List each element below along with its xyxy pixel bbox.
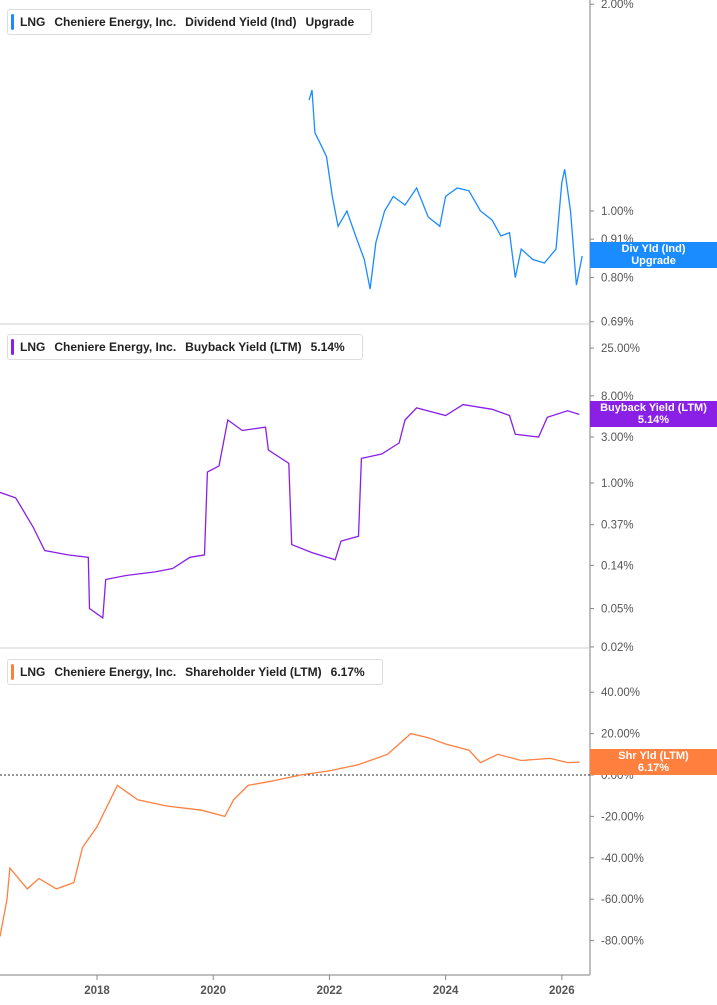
y-tick-label: -20.00% — [601, 811, 644, 823]
value-tag-shareholder: Shr Yld (LTM) 6.17% — [590, 749, 717, 775]
x-tick-label: 2026 — [549, 985, 575, 997]
y-tick-label: 40.00% — [601, 687, 640, 699]
y-tick-label: 0.80% — [601, 273, 634, 285]
x-tick-label: 2018 — [84, 985, 110, 997]
legend-ticker: LNG — [20, 15, 46, 29]
y-tick-label: 2.00% — [601, 0, 634, 11]
y-tick-label: 0.05% — [601, 604, 634, 616]
y-tick-label: 1.00% — [601, 206, 634, 218]
legend-metric: Dividend Yield (Ind) — [185, 15, 297, 29]
y-tick-label: 0.14% — [601, 560, 634, 572]
tag-line: Div Yld (Ind) — [621, 243, 686, 255]
legend-value: 6.17% — [330, 665, 365, 679]
legend-value[interactable]: Upgrade — [305, 15, 355, 29]
y-tick-label: 0.69% — [601, 317, 634, 329]
y-tick-label: 0.37% — [601, 520, 634, 532]
legend-company: Cheniere Energy, Inc. — [54, 15, 177, 29]
x-tick-label: 2020 — [200, 985, 226, 997]
y-tick-label: -60.00% — [601, 894, 644, 906]
y-tick-label: 25.00% — [601, 343, 640, 355]
y-tick-label: 20.00% — [601, 729, 640, 741]
legend-ticker: LNG — [20, 665, 46, 679]
legend-metric: Shareholder Yield (LTM) — [185, 665, 322, 679]
y-tick-label: -80.00% — [601, 936, 644, 948]
tag-line: 6.17% — [637, 762, 670, 774]
legend-dividend-yield: LNG Cheniere Energy, Inc. Dividend Yield (… — [7, 9, 373, 35]
legend-value: 5.14% — [310, 340, 345, 354]
y-tick-label: 1.00% — [601, 478, 634, 490]
y-tick-label: 0.02% — [601, 642, 634, 654]
y-tick-label: 8.00% — [601, 391, 634, 403]
legend-buyback-yield: LNG Cheniere Energy, Inc. Buyback Yield (L… — [7, 334, 363, 360]
x-tick-label: 2022 — [317, 985, 343, 997]
series-line-1 — [0, 403, 580, 620]
legend-company: Cheniere Energy, Inc. — [54, 665, 177, 679]
value-tag-dividend: Div Yld (Ind) Upgrade — [590, 242, 717, 268]
legend-company: Cheniere Energy, Inc. — [54, 340, 177, 354]
legend-metric: Buyback Yield (LTM) — [185, 340, 302, 354]
legend-shareholder-yield: LNG Cheniere Energy, Inc. Shareholder Yiel… — [7, 659, 383, 685]
series-line-0 — [308, 89, 583, 290]
tag-line: 5.14% — [637, 414, 670, 426]
tag-line: Shr Yld (LTM) — [618, 750, 689, 762]
x-tick-label: 2024 — [433, 985, 459, 997]
legend-ticker: LNG — [20, 340, 46, 354]
tag-line: Upgrade — [631, 255, 676, 267]
tag-line: Buyback Yield (LTM) — [600, 402, 707, 414]
y-tick-label: 3.00% — [601, 432, 634, 444]
value-tag-buyback: Buyback Yield (LTM) 5.14% — [590, 401, 717, 427]
y-tick-label: -40.00% — [601, 853, 644, 865]
series-line-2 — [0, 732, 580, 937]
